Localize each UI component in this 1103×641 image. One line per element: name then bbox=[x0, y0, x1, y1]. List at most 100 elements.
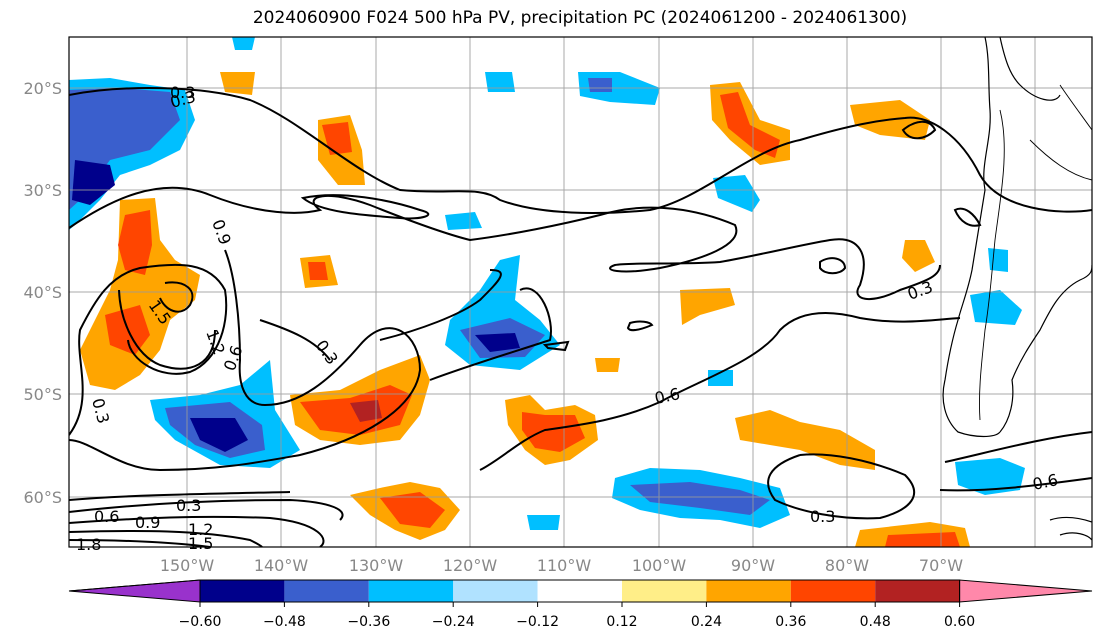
precip-negative-region bbox=[475, 333, 520, 352]
map-title: 2024060900 F024 500 hPa PV, precipitatio… bbox=[252, 8, 908, 28]
latitude-label: 30°S bbox=[23, 181, 62, 200]
longitude-labels: 150°W 140°W 130°W 120°W 110°W 100°W 90°W 80°W 70… bbox=[160, 556, 963, 575]
pv-contour bbox=[69, 186, 941, 301]
colorbar-swatch bbox=[200, 580, 285, 602]
precip-positive-region bbox=[350, 400, 382, 422]
coastline-south-america bbox=[999, 37, 1061, 101]
pv-contour bbox=[379, 269, 502, 341]
precip-negative-region bbox=[630, 482, 770, 515]
pv-contour bbox=[69, 249, 422, 472]
precip-positive-region bbox=[902, 240, 935, 272]
colorbar-tick-label: 0.24 bbox=[691, 614, 722, 630]
colorbar-tick-labels: −0.60 −0.48 −0.36 −0.24 −0.12 0.12 0.24 0.36 0.4… bbox=[179, 602, 975, 630]
colorbar-tick-label: −0.12 bbox=[516, 614, 559, 630]
map-frame bbox=[68, 36, 1093, 548]
pv-contour bbox=[159, 281, 194, 313]
pv-contour bbox=[69, 498, 344, 521]
colorbar-swatch bbox=[875, 580, 960, 602]
contour-label: 0.3 bbox=[810, 507, 835, 526]
colorbar bbox=[68, 579, 1093, 603]
pv-contour bbox=[626, 320, 654, 332]
precip-negative-region bbox=[527, 515, 560, 530]
precip-positive-region bbox=[710, 82, 790, 165]
colorbar-tick-label: −0.36 bbox=[347, 614, 390, 630]
longitude-label: 130°W bbox=[349, 556, 404, 575]
colorbar-frame bbox=[199, 579, 961, 603]
precip-negative-region bbox=[708, 370, 733, 386]
pv-contour bbox=[944, 431, 1092, 463]
pv-contour bbox=[69, 539, 211, 547]
coastline-south-america bbox=[1049, 516, 1092, 523]
precip-positive-region bbox=[735, 410, 875, 470]
contour-label: 1.2 bbox=[188, 520, 213, 539]
precip-negative-region bbox=[588, 78, 612, 92]
precip-negative-region bbox=[69, 88, 180, 210]
contour-label: 0.6 bbox=[94, 507, 119, 526]
contour-label: 0.3 bbox=[170, 83, 195, 102]
precip-negative-region bbox=[72, 160, 115, 205]
contour-label: 0.9 bbox=[135, 513, 160, 532]
latitude-label: 60°S bbox=[23, 488, 62, 507]
precip-negative-region bbox=[445, 212, 482, 230]
country-border bbox=[979, 109, 1005, 421]
colorbar-swatch bbox=[68, 579, 201, 603]
graticule bbox=[69, 37, 1092, 547]
colorbar-swatch bbox=[706, 580, 791, 602]
contour-label: 0.3 bbox=[176, 496, 201, 515]
coastline-south-america bbox=[999, 264, 1092, 433]
colorbar-swatch bbox=[453, 580, 538, 602]
pv-contour bbox=[901, 120, 937, 140]
country-border bbox=[1059, 84, 1092, 131]
pv-contour bbox=[300, 194, 430, 220]
pv-contour bbox=[69, 529, 263, 547]
country-border bbox=[1029, 139, 1092, 181]
precip-positive-region bbox=[680, 288, 735, 325]
latitude-label: 40°S bbox=[23, 283, 62, 302]
pv-contour bbox=[429, 287, 552, 381]
pv-contour bbox=[69, 87, 1092, 214]
precip-negative-region bbox=[713, 175, 760, 212]
longitude-label: 150°W bbox=[160, 556, 215, 575]
pv-contour bbox=[953, 207, 982, 227]
colorbar-tick-label: −0.48 bbox=[263, 614, 306, 630]
longitude-label: 80°W bbox=[825, 556, 869, 575]
precip-negative-region bbox=[970, 290, 1022, 325]
precip-negative-region bbox=[485, 72, 515, 92]
coastline-south-america bbox=[942, 37, 1001, 438]
pv-contour bbox=[542, 340, 570, 352]
pv-contour bbox=[767, 453, 916, 520]
colorbar-swatch bbox=[368, 580, 454, 602]
colorbar-swatch bbox=[622, 580, 707, 602]
precip-negative-region bbox=[232, 37, 255, 50]
colorbar-swatch bbox=[959, 579, 1093, 603]
latitude-label: 20°S bbox=[23, 79, 62, 98]
longitude-label: 90°W bbox=[731, 556, 775, 575]
pv-contour bbox=[479, 312, 961, 471]
precip-positive-region bbox=[720, 92, 780, 158]
longitude-label: 140°W bbox=[254, 556, 309, 575]
coastline-south-america bbox=[1059, 532, 1092, 541]
latitude-labels: 20°S 30°S 40°S 50°S 60°S bbox=[23, 79, 62, 507]
colorbar-swatch bbox=[284, 580, 369, 602]
coastline bbox=[942, 37, 1092, 541]
contour-label: 0.9 bbox=[208, 217, 235, 247]
precip-negative-region bbox=[955, 458, 1025, 495]
colorbar-tick-label: 0.12 bbox=[606, 614, 637, 630]
pv-contours bbox=[69, 87, 1092, 547]
contour-label: 0.3 bbox=[312, 336, 342, 368]
precip-positive-region bbox=[220, 72, 255, 95]
contour-label: 0.3 bbox=[88, 396, 113, 426]
longitude-label: 100°W bbox=[632, 556, 687, 575]
contour-label: 1.5 bbox=[188, 534, 213, 553]
precip-negative-region bbox=[988, 248, 1008, 272]
colorbar-swatch bbox=[790, 580, 876, 602]
colorbar-tick-label: −0.24 bbox=[432, 614, 475, 630]
contour-label: 1.8 bbox=[76, 535, 101, 554]
colorbar-tick-label: 0.48 bbox=[860, 614, 891, 630]
precip-positive-region bbox=[595, 358, 620, 372]
contour-label: 0.6 bbox=[1031, 470, 1060, 494]
longitude-label: 120°W bbox=[443, 556, 498, 575]
colorbar-tick-label: 0.60 bbox=[944, 614, 975, 630]
longitude-label: 70°W bbox=[919, 556, 963, 575]
